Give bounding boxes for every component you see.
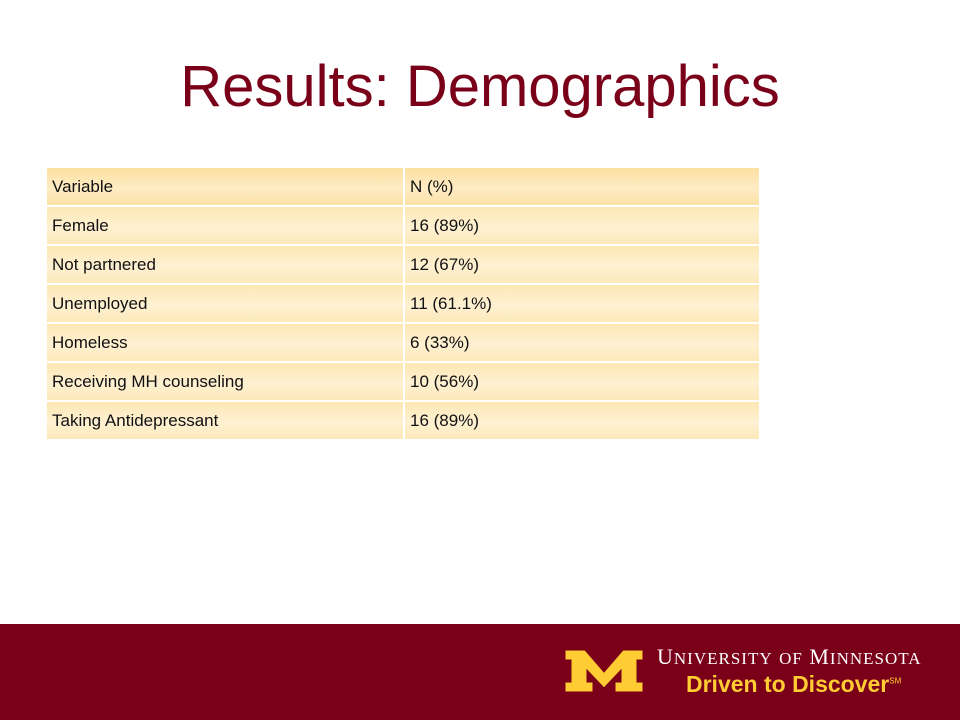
row-value: 16 (89%) xyxy=(405,402,759,439)
block-m-logo-icon xyxy=(564,649,644,693)
university-wordmark: UNIVERSITY OF MINNESOTA xyxy=(657,644,922,670)
row-value: 6 (33%) xyxy=(405,324,759,361)
service-mark: SM xyxy=(889,676,902,686)
demographics-table: Variable N (%) Female 16 (89%) Not partn… xyxy=(47,168,759,439)
row-variable: Homeless xyxy=(47,324,403,361)
tagline-text: Driven to Discover xyxy=(686,671,890,697)
row-variable: Not partnered xyxy=(47,246,403,283)
row-variable: Unemployed xyxy=(47,285,403,322)
row-value: 12 (67%) xyxy=(405,246,759,283)
wordmark-m: M xyxy=(809,644,830,669)
row-variable: Receiving MH counseling xyxy=(47,363,403,400)
slide-title: Results: Demographics xyxy=(180,54,780,119)
table-row: Unemployed 11 (61.1%) xyxy=(47,285,759,322)
table-header-row: Variable N (%) xyxy=(47,168,759,205)
table-row: Female 16 (89%) xyxy=(47,207,759,244)
wordmark-of: OF xyxy=(779,649,803,668)
table-row: Homeless 6 (33%) xyxy=(47,324,759,361)
table-row: Taking Antidepressant 16 (89%) xyxy=(47,402,759,439)
row-variable: Taking Antidepressant xyxy=(47,402,403,439)
table-row: Receiving MH counseling 10 (56%) xyxy=(47,363,759,400)
row-value: 11 (61.1%) xyxy=(405,285,759,322)
wordmark-innesota: INNESOTA xyxy=(829,649,922,668)
row-variable: Female xyxy=(47,207,403,244)
tagline: Driven to DiscoverSM xyxy=(686,671,901,698)
header-n-percent: N (%) xyxy=(405,168,759,205)
wordmark-u: U xyxy=(657,644,674,669)
footer-band xyxy=(0,624,960,720)
table-row: Not partnered 12 (67%) xyxy=(47,246,759,283)
row-value: 10 (56%) xyxy=(405,363,759,400)
row-value: 16 (89%) xyxy=(405,207,759,244)
header-variable: Variable xyxy=(47,168,403,205)
wordmark-niversity: NIVERSITY xyxy=(673,649,773,668)
